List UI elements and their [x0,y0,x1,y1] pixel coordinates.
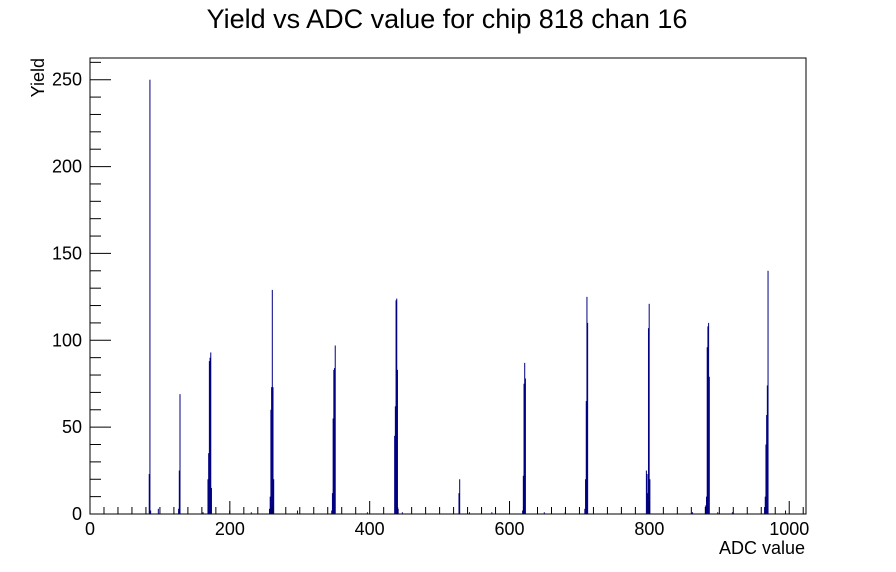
histogram-bar [179,394,181,514]
histogram-bar [207,479,209,514]
histogram-bar [333,369,335,514]
histogram-bar [332,418,334,514]
histogram-bar [468,512,470,514]
histogram-bar [731,512,733,514]
histogram-bar [586,296,588,514]
histogram-bar [331,510,333,514]
histogram-bar [647,493,649,514]
histogram-bar [210,352,212,514]
histogram-bar [706,496,708,514]
histogram-bar [584,508,586,514]
x-axis-label: ADC value [719,538,805,558]
x-tick-label: 200 [215,519,245,539]
histogram-bar [522,510,524,514]
y-tick-label: 250 [52,70,82,90]
histogram-bar [210,487,212,514]
histogram-bar [401,512,403,514]
histogram-bar [270,409,272,514]
histogram-bar [766,414,768,514]
histogram-bar [764,507,766,514]
histogram-bar [543,512,545,514]
y-tick-label: 100 [52,330,82,350]
histogram-bar [458,493,460,514]
histogram-bar [331,493,333,514]
x-tick-label: 0 [85,519,95,539]
histogram-bar [646,474,648,514]
x-axis-ticks: 0 200 400 600 800 1000 [85,501,809,539]
histogram-bar [523,383,525,514]
histogram-bar [178,508,180,514]
histogram-bar [707,326,709,514]
x-tick-label: 600 [495,519,525,539]
y-tick-label: 150 [52,243,82,263]
plot-frame [89,57,807,515]
histogram-bar [692,512,694,514]
histogram-bar [269,508,270,514]
histogram-bar [208,361,210,514]
histogram-bar [209,357,211,514]
histogram-bar [491,512,493,514]
histogram-bar [202,512,204,514]
histogram-bar [766,385,768,514]
histogram-bar [708,322,710,514]
histogram-bar [334,345,336,514]
histogram-bar [649,479,651,514]
histogram-bar [178,470,180,514]
histogram-bar [157,508,159,514]
y-axis-ticks: 0 50 100 150 200 250 [52,61,111,524]
histogram-bar [395,300,397,514]
x-tick-label: 1000 [769,519,809,539]
histogram-bar [647,328,649,514]
histogram-bar [148,474,150,514]
histogram-bar [708,376,710,514]
histogram-bar [394,406,396,514]
histogram-bar [366,512,368,514]
histogram-bar [785,510,787,514]
chart-title: Yield vs ADC value for chip 818 chan 16 [207,4,688,34]
x-tick-label: 800 [634,519,664,539]
histogram-bar [717,512,719,514]
histogram-bar [272,387,274,514]
histogram-bar [271,289,273,514]
y-tick-label: 200 [52,157,82,177]
histogram-bar [645,470,647,514]
histogram-bar [647,510,649,514]
y-axis-label: Yield [28,58,48,97]
histogram-bar [524,362,526,514]
histogram-bar [587,322,589,514]
histogram-bar [585,401,587,514]
y-tick-label: 50 [62,417,82,437]
histogram-bar [296,510,298,514]
histogram-bar [765,444,767,514]
histogram-bar [648,303,650,514]
histogram-bar [271,387,273,514]
histogram-bar [397,508,399,514]
histogram-bar [334,368,336,514]
histogram-bar [767,270,769,514]
histogram-bar [250,512,252,514]
histogram-bar [394,435,396,514]
histogram-bar [706,347,708,514]
histogram-bar [396,369,398,514]
histogram-bar [269,496,271,514]
histogram-bar [585,479,587,514]
histogram-bar [396,298,398,514]
y-tick-label: 0 [72,504,82,524]
histogram-bar [522,475,524,514]
x-tick-label: 400 [355,519,385,539]
histogram-bar [208,453,210,514]
histogram-bar [459,479,461,514]
histogram-bar [150,510,152,514]
histogram-bar [149,79,151,515]
histogram-bar [764,496,766,514]
histogram-bar [524,378,526,514]
histogram-bars [148,79,787,515]
histogram-bar [273,479,275,514]
